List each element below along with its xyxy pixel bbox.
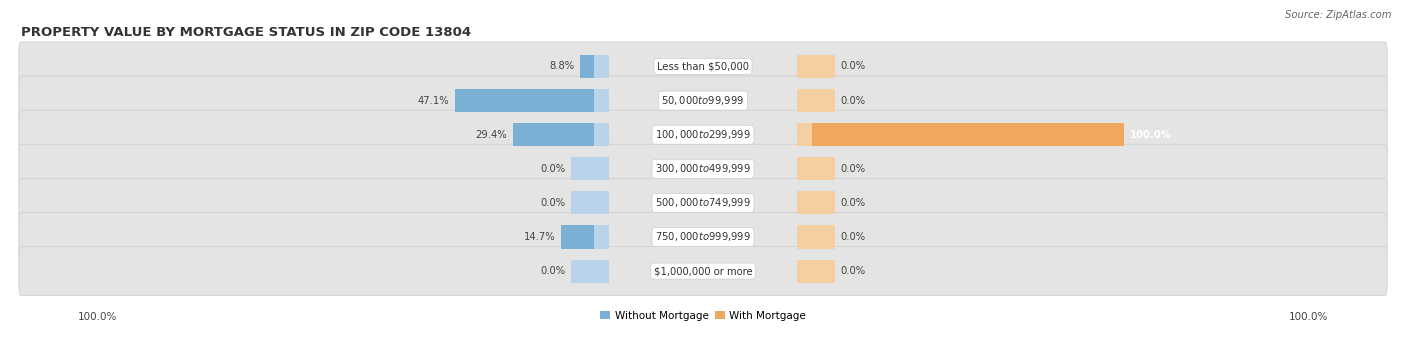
FancyBboxPatch shape bbox=[18, 247, 1388, 296]
Text: 0.0%: 0.0% bbox=[540, 266, 565, 276]
Bar bbox=[797, 123, 813, 146]
Text: 14.7%: 14.7% bbox=[524, 232, 555, 242]
Text: 0.0%: 0.0% bbox=[540, 198, 565, 208]
FancyBboxPatch shape bbox=[18, 144, 1388, 193]
Legend: Without Mortgage, With Mortgage: Without Mortgage, With Mortgage bbox=[596, 306, 810, 325]
Text: 0.0%: 0.0% bbox=[841, 61, 866, 72]
Text: PROPERTY VALUE BY MORTGAGE STATUS IN ZIP CODE 13804: PROPERTY VALUE BY MORTGAGE STATUS IN ZIP… bbox=[21, 26, 471, 39]
Text: 8.8%: 8.8% bbox=[550, 61, 575, 72]
Bar bbox=[593, 225, 609, 249]
Text: 0.0%: 0.0% bbox=[841, 164, 866, 174]
Text: 100.0%: 100.0% bbox=[77, 312, 117, 322]
Bar bbox=[797, 55, 835, 78]
Text: Source: ZipAtlas.com: Source: ZipAtlas.com bbox=[1285, 10, 1392, 20]
Text: 29.4%: 29.4% bbox=[475, 130, 508, 140]
Text: 0.0%: 0.0% bbox=[841, 232, 866, 242]
FancyBboxPatch shape bbox=[18, 110, 1388, 159]
Text: 100.0%: 100.0% bbox=[1289, 312, 1329, 322]
FancyBboxPatch shape bbox=[18, 178, 1388, 227]
Text: $500,000 to $749,999: $500,000 to $749,999 bbox=[655, 196, 751, 209]
Bar bbox=[797, 123, 1123, 146]
Bar bbox=[593, 55, 609, 78]
Text: $750,000 to $999,999: $750,000 to $999,999 bbox=[655, 231, 751, 243]
Text: 0.0%: 0.0% bbox=[841, 198, 866, 208]
FancyBboxPatch shape bbox=[18, 212, 1388, 262]
Bar bbox=[593, 123, 609, 146]
Text: 0.0%: 0.0% bbox=[841, 95, 866, 106]
Bar bbox=[571, 191, 609, 214]
Bar bbox=[513, 123, 609, 146]
Text: $1,000,000 or more: $1,000,000 or more bbox=[654, 266, 752, 276]
Bar bbox=[797, 89, 835, 112]
Bar bbox=[797, 191, 835, 214]
Text: $50,000 to $99,999: $50,000 to $99,999 bbox=[661, 94, 745, 107]
Bar bbox=[581, 55, 609, 78]
Bar bbox=[593, 89, 609, 112]
FancyBboxPatch shape bbox=[18, 76, 1388, 125]
Bar bbox=[571, 260, 609, 283]
Bar bbox=[797, 225, 835, 249]
Bar bbox=[561, 225, 609, 249]
Bar bbox=[797, 157, 835, 180]
FancyBboxPatch shape bbox=[18, 42, 1388, 91]
Text: 100.0%: 100.0% bbox=[1129, 130, 1171, 140]
Bar bbox=[456, 89, 609, 112]
Bar bbox=[571, 157, 609, 180]
Text: 47.1%: 47.1% bbox=[418, 95, 450, 106]
Bar bbox=[797, 260, 835, 283]
Text: $100,000 to $299,999: $100,000 to $299,999 bbox=[655, 128, 751, 141]
Text: $300,000 to $499,999: $300,000 to $499,999 bbox=[655, 162, 751, 175]
Text: 0.0%: 0.0% bbox=[540, 164, 565, 174]
Text: 0.0%: 0.0% bbox=[841, 266, 866, 276]
Text: Less than $50,000: Less than $50,000 bbox=[657, 61, 749, 72]
